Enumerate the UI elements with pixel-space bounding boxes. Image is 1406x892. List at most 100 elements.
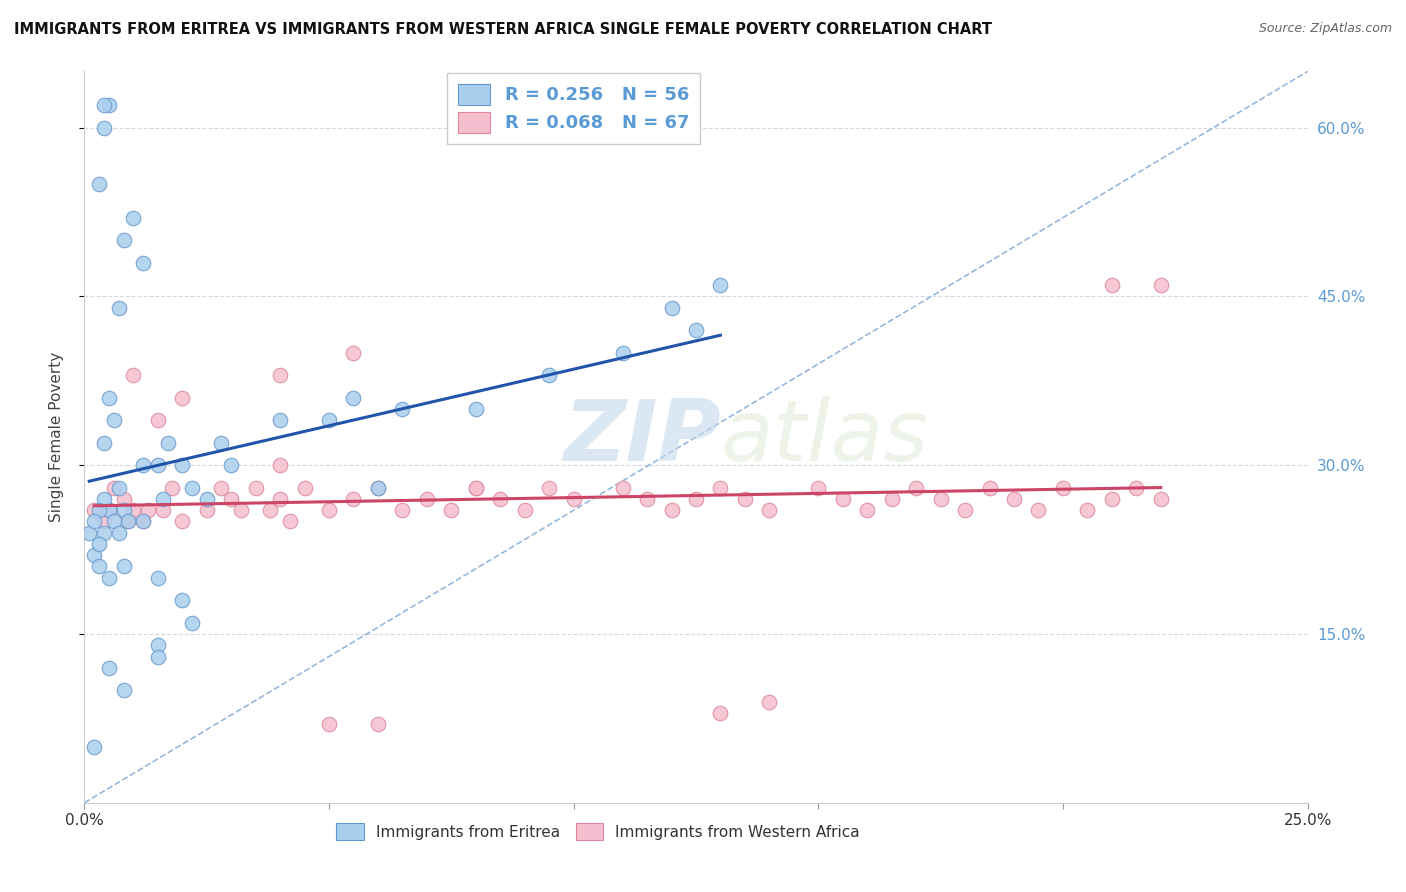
Point xyxy=(245,481,267,495)
Point xyxy=(612,345,634,359)
Point xyxy=(209,435,232,450)
Point xyxy=(93,491,115,506)
Point xyxy=(117,515,139,529)
Point xyxy=(612,481,634,495)
Point xyxy=(122,503,145,517)
Point xyxy=(464,481,486,495)
Point xyxy=(132,458,155,473)
Point xyxy=(87,537,110,551)
Point xyxy=(97,391,120,405)
Point xyxy=(661,301,683,315)
Point xyxy=(172,515,194,529)
Point xyxy=(195,491,218,506)
Y-axis label: Single Female Poverty: Single Female Poverty xyxy=(49,352,63,522)
Point xyxy=(152,491,174,506)
Point xyxy=(97,98,120,112)
Point xyxy=(162,481,184,495)
Point xyxy=(146,571,169,585)
Point xyxy=(112,503,135,517)
Point xyxy=(367,481,389,495)
Point xyxy=(538,368,561,383)
Point xyxy=(107,525,129,540)
Point xyxy=(219,491,242,506)
Text: Source: ZipAtlas.com: Source: ZipAtlas.com xyxy=(1258,22,1392,36)
Point xyxy=(219,458,242,473)
Legend: Immigrants from Eritrea, Immigrants from Western Africa: Immigrants from Eritrea, Immigrants from… xyxy=(330,816,866,847)
Point xyxy=(83,503,105,517)
Point xyxy=(880,491,903,506)
Point xyxy=(269,413,291,427)
Point xyxy=(172,593,194,607)
Point xyxy=(342,491,364,506)
Text: IMMIGRANTS FROM ERITREA VS IMMIGRANTS FROM WESTERN AFRICA SINGLE FEMALE POVERTY : IMMIGRANTS FROM ERITREA VS IMMIGRANTS FR… xyxy=(14,22,993,37)
Point xyxy=(929,491,952,506)
Point xyxy=(661,503,683,517)
Point xyxy=(156,435,179,450)
Point xyxy=(562,491,585,506)
Point xyxy=(416,491,439,506)
Point xyxy=(259,503,281,517)
Point xyxy=(269,491,291,506)
Point xyxy=(1101,278,1123,293)
Point xyxy=(97,661,120,675)
Point xyxy=(807,481,830,495)
Text: atlas: atlas xyxy=(720,395,928,479)
Point xyxy=(685,491,707,506)
Point xyxy=(83,739,105,754)
Point xyxy=(979,481,1001,495)
Point xyxy=(1028,503,1050,517)
Point xyxy=(709,706,731,720)
Point xyxy=(1076,503,1098,517)
Point xyxy=(953,503,976,517)
Point xyxy=(97,503,120,517)
Text: ZIP: ZIP xyxy=(562,395,720,479)
Point xyxy=(146,458,169,473)
Point xyxy=(758,503,780,517)
Point xyxy=(464,401,486,416)
Point xyxy=(195,503,218,517)
Point xyxy=(172,391,194,405)
Point xyxy=(97,503,120,517)
Point xyxy=(1150,491,1173,506)
Point xyxy=(856,503,879,517)
Point xyxy=(489,491,512,506)
Point xyxy=(103,515,125,529)
Point xyxy=(709,481,731,495)
Point xyxy=(318,503,340,517)
Point xyxy=(83,548,105,562)
Point xyxy=(1125,481,1147,495)
Point xyxy=(87,177,110,191)
Point xyxy=(136,503,159,517)
Point xyxy=(122,211,145,225)
Point xyxy=(112,683,135,698)
Point xyxy=(367,717,389,731)
Point xyxy=(112,233,135,247)
Point xyxy=(269,458,291,473)
Point xyxy=(758,694,780,708)
Point xyxy=(112,491,135,506)
Point xyxy=(538,481,561,495)
Point xyxy=(103,481,125,495)
Point xyxy=(391,503,413,517)
Point xyxy=(93,515,115,529)
Point xyxy=(229,503,252,517)
Point xyxy=(209,481,232,495)
Point xyxy=(464,481,486,495)
Point xyxy=(97,571,120,585)
Point xyxy=(709,278,731,293)
Point xyxy=(87,503,110,517)
Point xyxy=(146,638,169,652)
Point xyxy=(93,98,115,112)
Point xyxy=(391,401,413,416)
Point xyxy=(122,368,145,383)
Point xyxy=(132,255,155,269)
Point xyxy=(146,413,169,427)
Point xyxy=(831,491,853,506)
Point xyxy=(83,515,105,529)
Point xyxy=(513,503,536,517)
Point xyxy=(734,491,756,506)
Point xyxy=(132,515,155,529)
Point xyxy=(93,525,115,540)
Point xyxy=(132,515,155,529)
Point xyxy=(1150,278,1173,293)
